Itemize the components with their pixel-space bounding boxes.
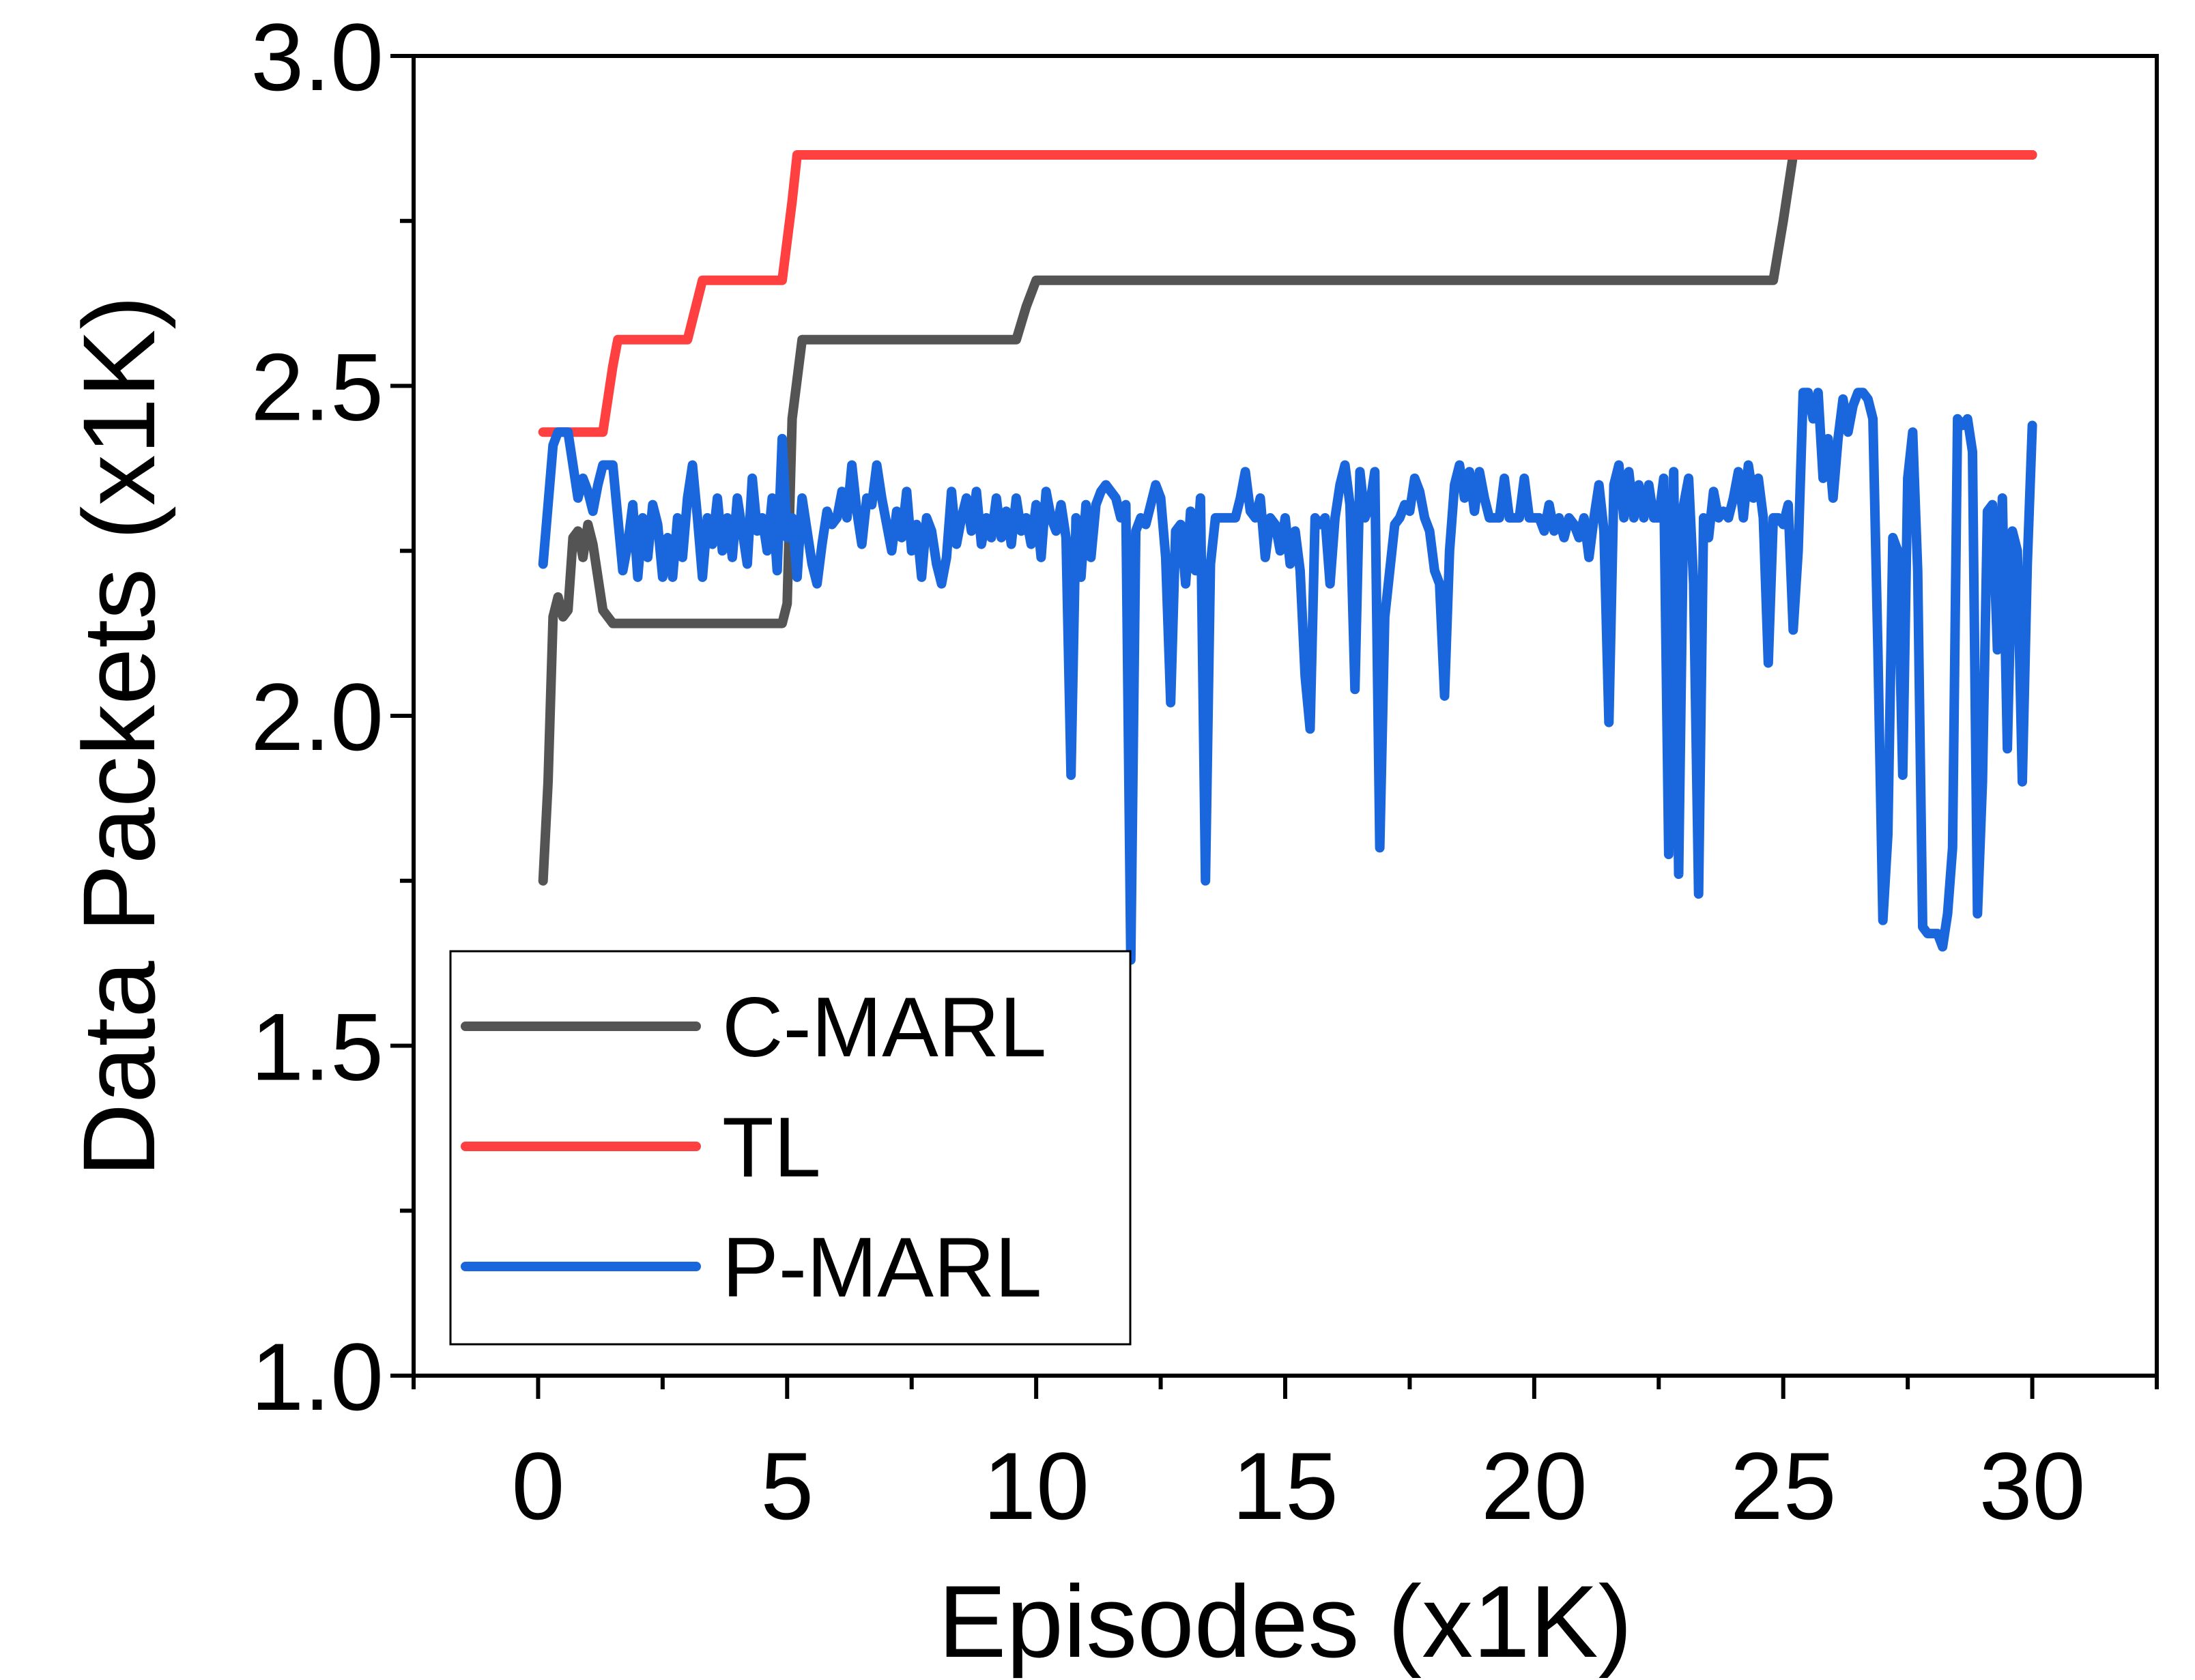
- series-lines: [538, 150, 2037, 965]
- series-line-p-marl: [538, 388, 2037, 965]
- x-tick-label: 0: [511, 1432, 564, 1539]
- axis-ticks: [390, 54, 2159, 1399]
- y-tick-label: 1.0: [250, 1323, 384, 1430]
- plot-frame: [412, 54, 2159, 1378]
- y-tick-label: 1.5: [250, 994, 384, 1101]
- x-tick-label: 25: [1730, 1432, 1837, 1539]
- x-tick-label: 10: [983, 1432, 1089, 1539]
- x-tick-label: 20: [1481, 1432, 1588, 1539]
- legend-label: C-MARL: [722, 981, 1046, 1075]
- tick-labels: 0 5 10 15 20 25 30 1.0 1.5 2.0 2.5 3.0: [250, 3, 2085, 1539]
- legend-label: TL: [722, 1101, 821, 1195]
- y-tick-label: 2.5: [250, 334, 384, 441]
- series-line-c-marl: [538, 150, 2037, 886]
- legend-label: P-MARL: [722, 1221, 1042, 1315]
- x-axis-title: Episodes (x1K): [938, 1564, 1632, 1679]
- x-tick-label: 30: [1979, 1432, 2086, 1539]
- x-tick-label: 5: [760, 1432, 814, 1539]
- series-line-tl: [538, 150, 2037, 437]
- y-tick-label: 3.0: [250, 3, 384, 111]
- legend: C-MARL TL P-MARL: [449, 950, 1132, 1346]
- y-axis-title: Data Packets (x1K): [61, 295, 176, 1177]
- x-tick-label: 15: [1232, 1432, 1338, 1539]
- y-tick-label: 2.0: [250, 663, 384, 770]
